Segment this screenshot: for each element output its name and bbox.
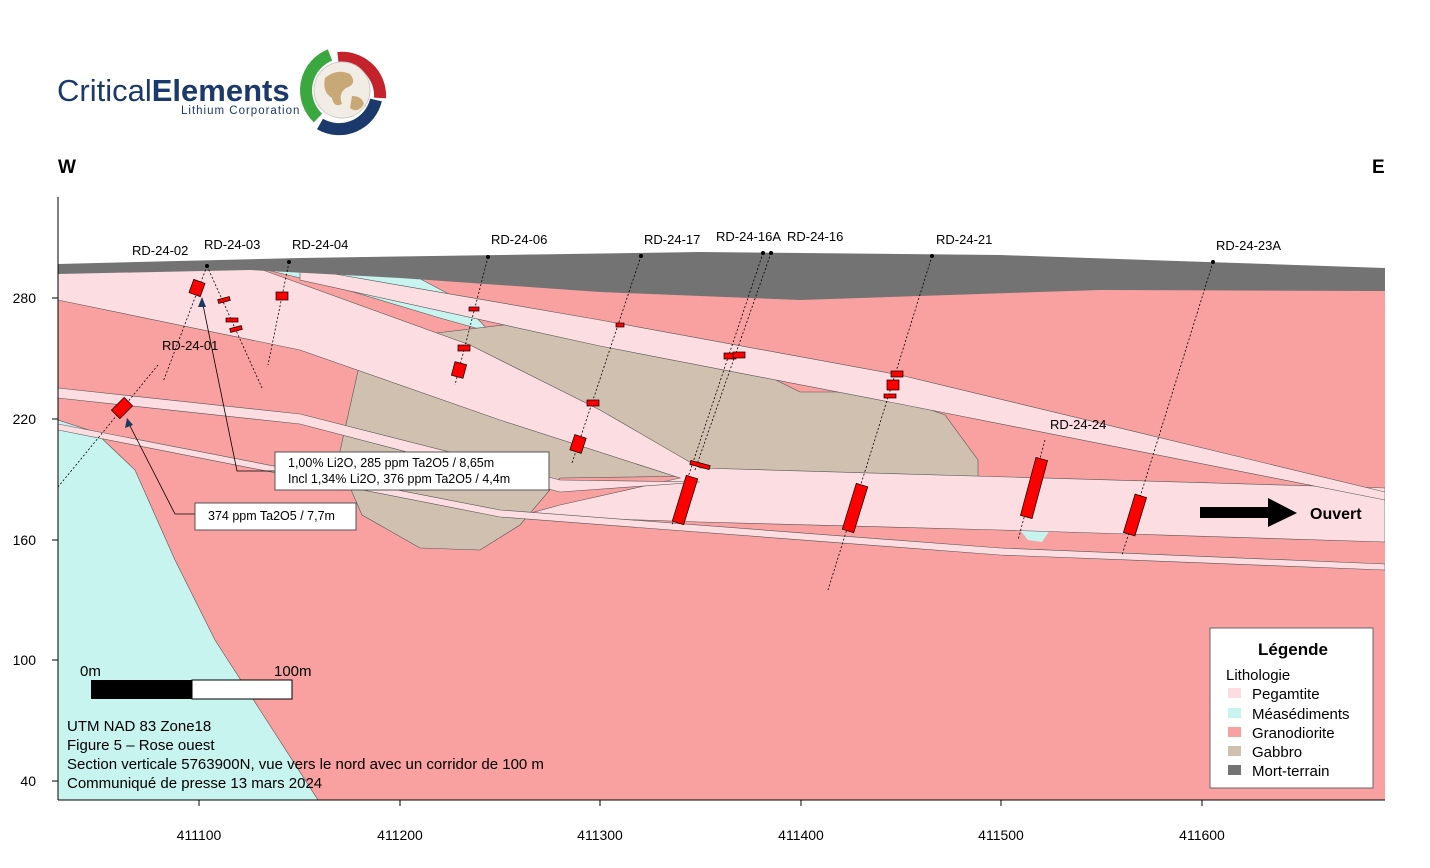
metasediment-unit-west (58, 419, 319, 800)
callout-grade-2: 374 ppm Ta2O5 / 7,7m (194, 502, 357, 531)
y-tick: 220 (13, 411, 37, 427)
x-tick: 411300 (577, 827, 623, 843)
pegmatite-thin-band-1 (58, 387, 701, 493)
y-tick: 40 (20, 773, 36, 789)
geology-layers (58, 252, 1385, 800)
drill-hole-labels: RD-24-02 RD-24-03 RD-24-04 RD-24-06 RD-2… (132, 229, 1281, 432)
east-label: E (1372, 157, 1385, 178)
figure-info: UTM NAD 83 Zone18 Figure 5 – Rose ouest … (67, 718, 544, 792)
scale-end: 100m (274, 663, 312, 680)
metasediment-lens-east (1020, 530, 1050, 542)
hole-label: RD-24-02 (132, 243, 188, 258)
axes-lines (52, 197, 1385, 806)
x-tick: 411400 (778, 827, 824, 843)
open-arrow-icon (1200, 498, 1297, 527)
logo-subtitle: Lithium Corporation (181, 105, 300, 117)
x-tick: 411600 (1179, 827, 1225, 843)
legend-subtitle: Lithologie (1226, 667, 1290, 684)
pegmatite-thin-band-2 (58, 423, 1385, 571)
hole-label: RD-24-21 (936, 232, 992, 247)
mort-terrain-unit (58, 252, 1385, 300)
legend-item: Pegamtite (1252, 686, 1320, 703)
x-tick: 411200 (377, 827, 423, 843)
hole-label: RD-24-17 (644, 232, 700, 247)
y-tick: 100 (13, 652, 37, 668)
legend-item: Mort-terrain (1252, 763, 1330, 780)
callout-line-1: 1,00% Li2O, 285 ppm Ta2O5 / 8,65m (288, 456, 494, 470)
scale-start: 0m (80, 663, 101, 680)
info-line: Section verticale 5763900N, vue vers le … (67, 756, 544, 773)
y-tick: 280 (13, 290, 37, 306)
scale-bar: 0m 100m (80, 663, 312, 700)
legend-item: Gabbro (1252, 744, 1302, 761)
hole-label: RD-24-04 (292, 237, 348, 252)
open-label: Ouvert (1310, 506, 1362, 523)
mineralized-intervals (110, 278, 1148, 537)
x-tick: 411500 (978, 827, 1024, 843)
legend-title: Légende (1258, 640, 1328, 659)
info-line: Communiqué de presse 13 mars 2024 (67, 775, 322, 792)
west-label: W (58, 157, 76, 178)
hole-label: RD-24-03 (204, 237, 260, 252)
hole-label: RD-24-06 (491, 232, 547, 247)
legend: Légende Lithologie Pegamtite Méasédiment… (1209, 627, 1374, 789)
logo-name-light: Critical (57, 73, 152, 108)
x-tick: 411100 (177, 827, 222, 843)
company-logo: CriticalElements Lithium Corporation (57, 49, 387, 136)
hole-label: RD-24-01 (162, 338, 218, 353)
hole-label: RD-24-16A (716, 229, 781, 244)
info-line: Figure 5 – Rose ouest (67, 737, 215, 754)
callout-text: 374 ppm Ta2O5 / 7,7m (208, 509, 335, 523)
hole-label: RD-24-24 (1050, 417, 1106, 432)
hole-label: RD-24-16 (787, 229, 843, 244)
hole-label: RD-24-23A (1216, 238, 1281, 253)
callout-leaders (127, 299, 275, 515)
callout-grade-1: 1,00% Li2O, 285 ppm Ta2O5 / 8,65m Incl 1… (274, 451, 550, 491)
y-tick: 160 (13, 532, 37, 548)
legend-item: Granodiorite (1252, 725, 1335, 742)
y-tick-labels: 280 220 160 100 40 (13, 290, 37, 789)
callout-line-2: Incl 1,34% Li2O, 376 ppm Ta2O5 / 4,4m (288, 472, 510, 486)
logo-name-bold: Elements (152, 73, 290, 108)
legend-item: Méasédiments (1252, 706, 1350, 723)
collar-points (205, 251, 1215, 268)
svg-text:CriticalElements: CriticalElements (57, 73, 290, 108)
x-tick-labels: 411100 411200 411300 411400 411500 41160… (177, 827, 1225, 843)
pegmatite-upper-band (299, 267, 1385, 501)
info-line: UTM NAD 83 Zone18 (67, 718, 211, 735)
